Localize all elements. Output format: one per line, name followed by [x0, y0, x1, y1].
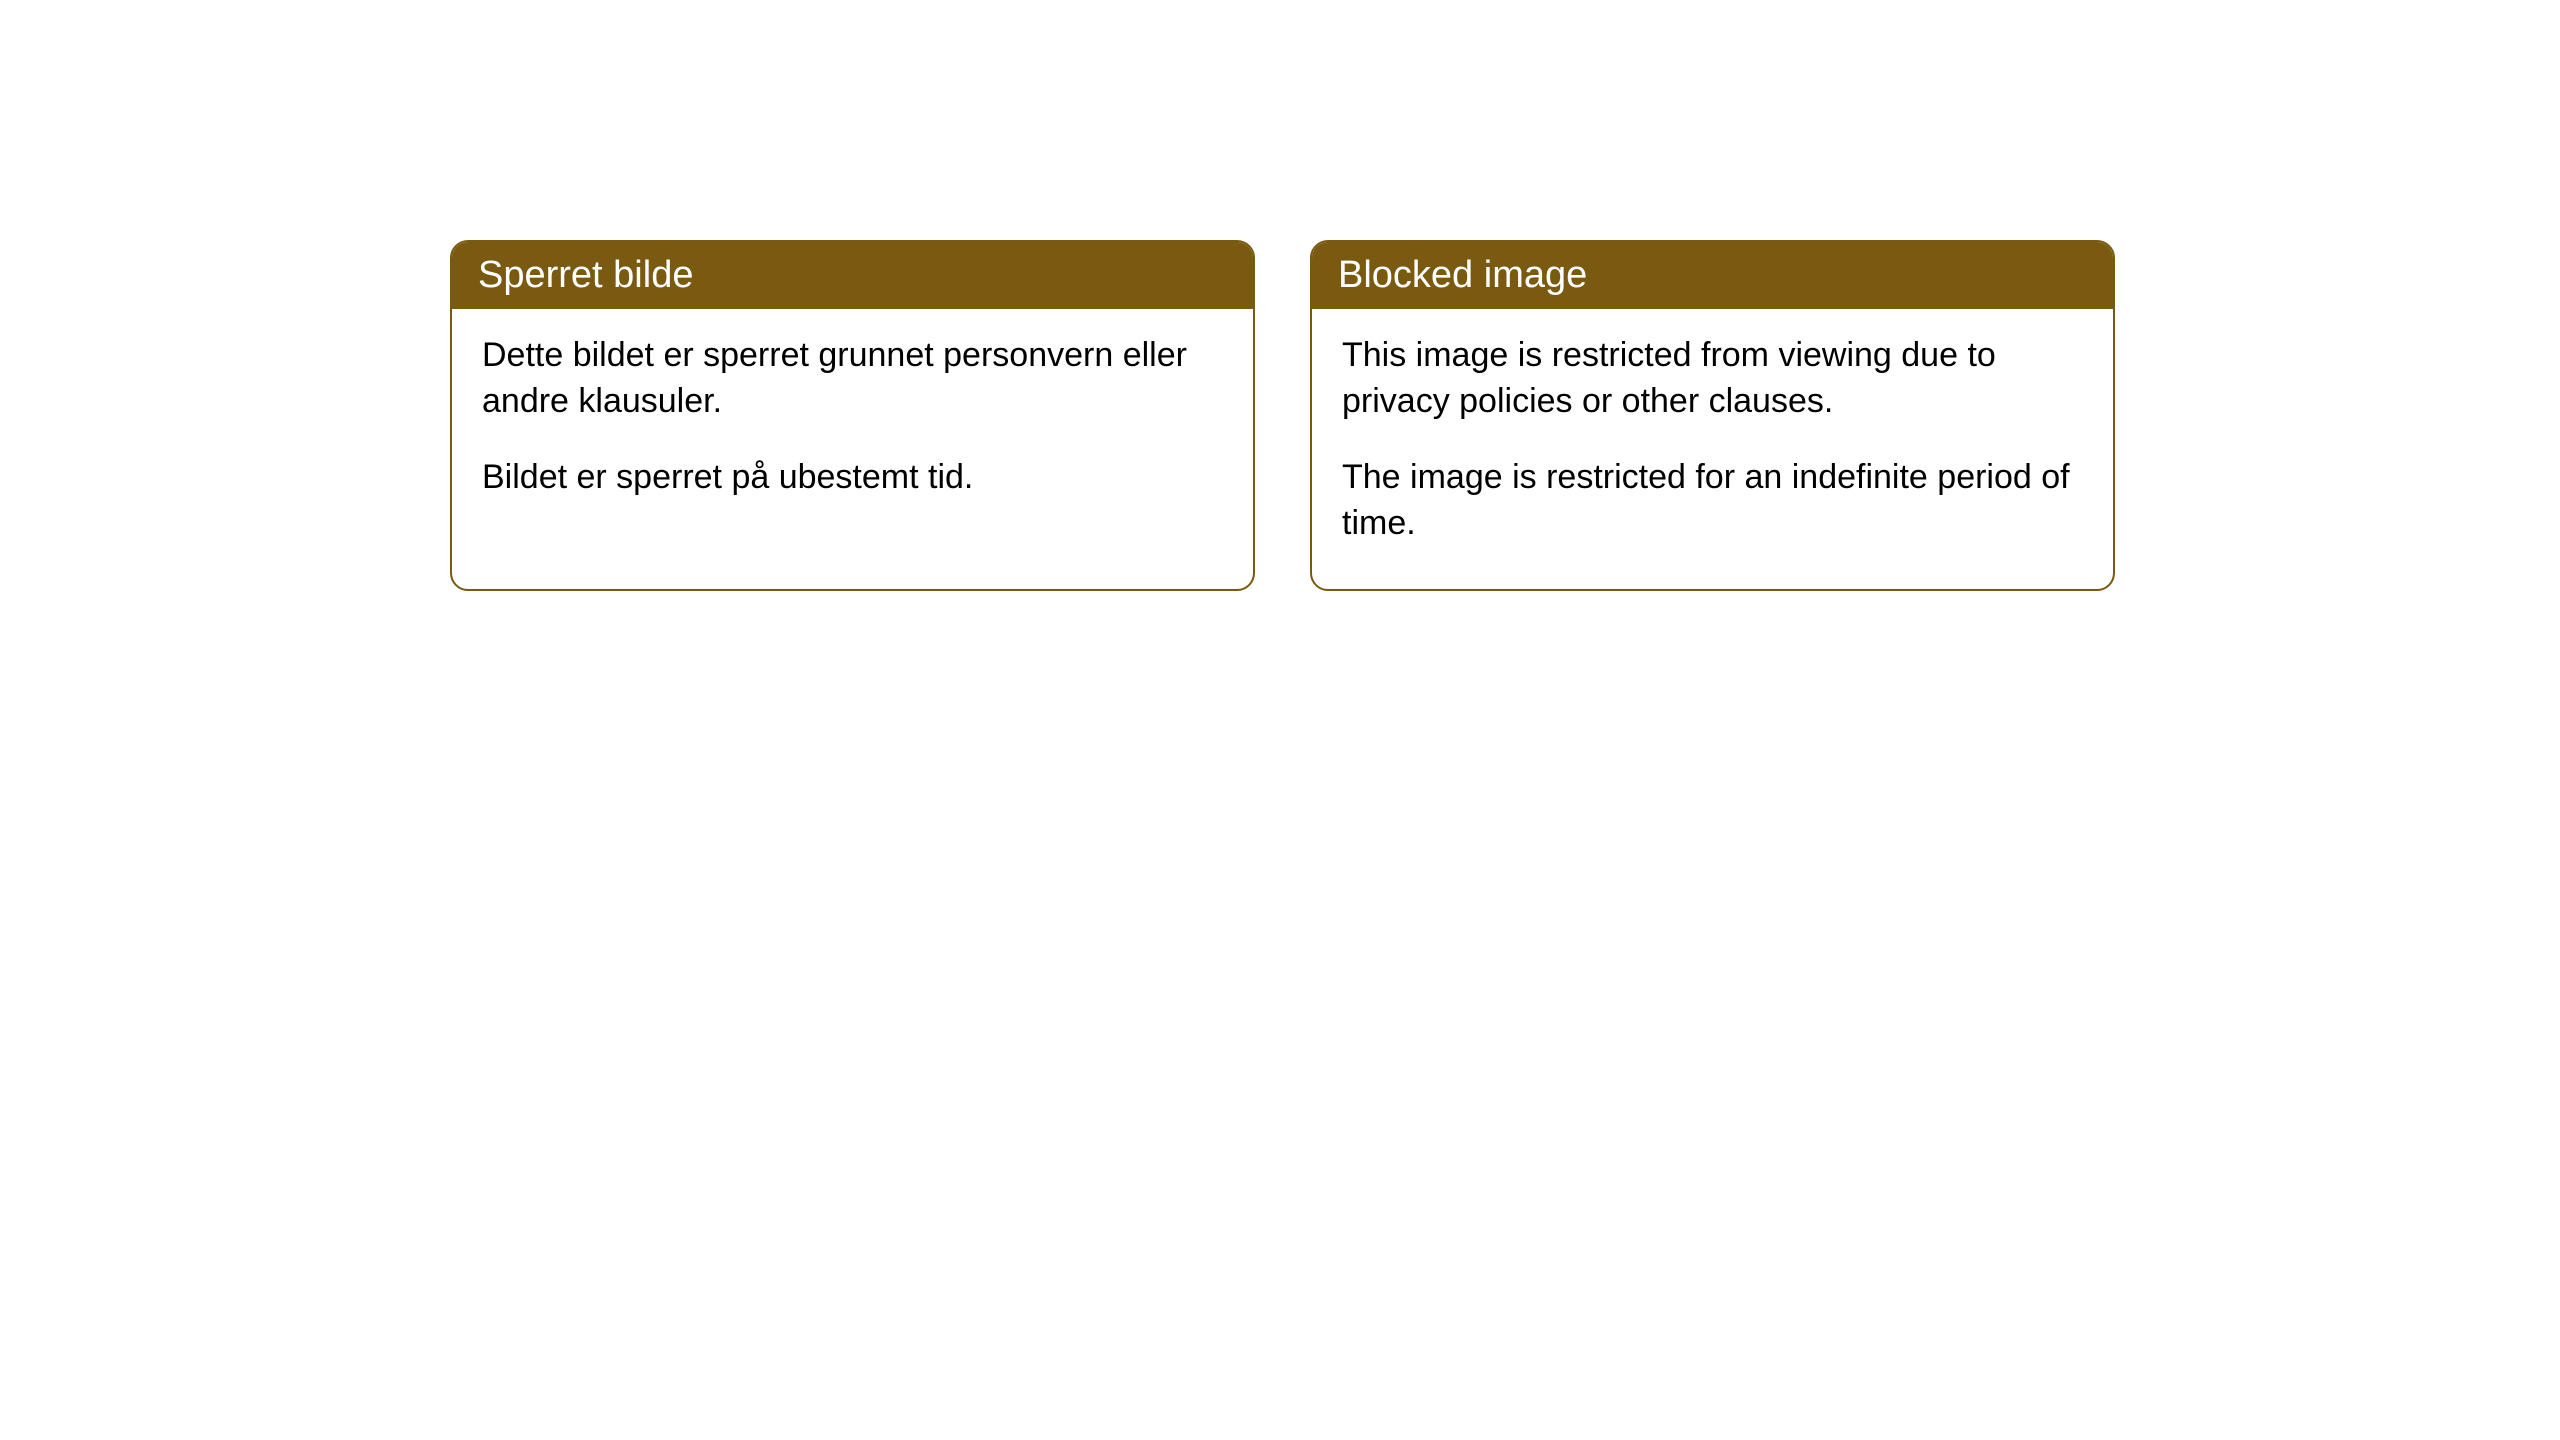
notice-cards-container: Sperret bilde Dette bildet er sperret gr…: [450, 240, 2560, 591]
card-title: Blocked image: [1338, 254, 1587, 296]
card-paragraph: The image is restricted for an indefinit…: [1342, 455, 2083, 547]
card-body: Dette bildet er sperret grunnet personve…: [452, 309, 1253, 543]
notice-card-english: Blocked image This image is restricted f…: [1310, 240, 2115, 591]
card-paragraph: Dette bildet er sperret grunnet personve…: [482, 333, 1223, 425]
card-paragraph: This image is restricted from viewing du…: [1342, 333, 2083, 425]
card-header: Blocked image: [1312, 242, 2113, 309]
card-body: This image is restricted from viewing du…: [1312, 309, 2113, 589]
card-title: Sperret bilde: [478, 254, 693, 296]
notice-card-norwegian: Sperret bilde Dette bildet er sperret gr…: [450, 240, 1255, 591]
card-header: Sperret bilde: [452, 242, 1253, 309]
card-paragraph: Bildet er sperret på ubestemt tid.: [482, 455, 1223, 501]
